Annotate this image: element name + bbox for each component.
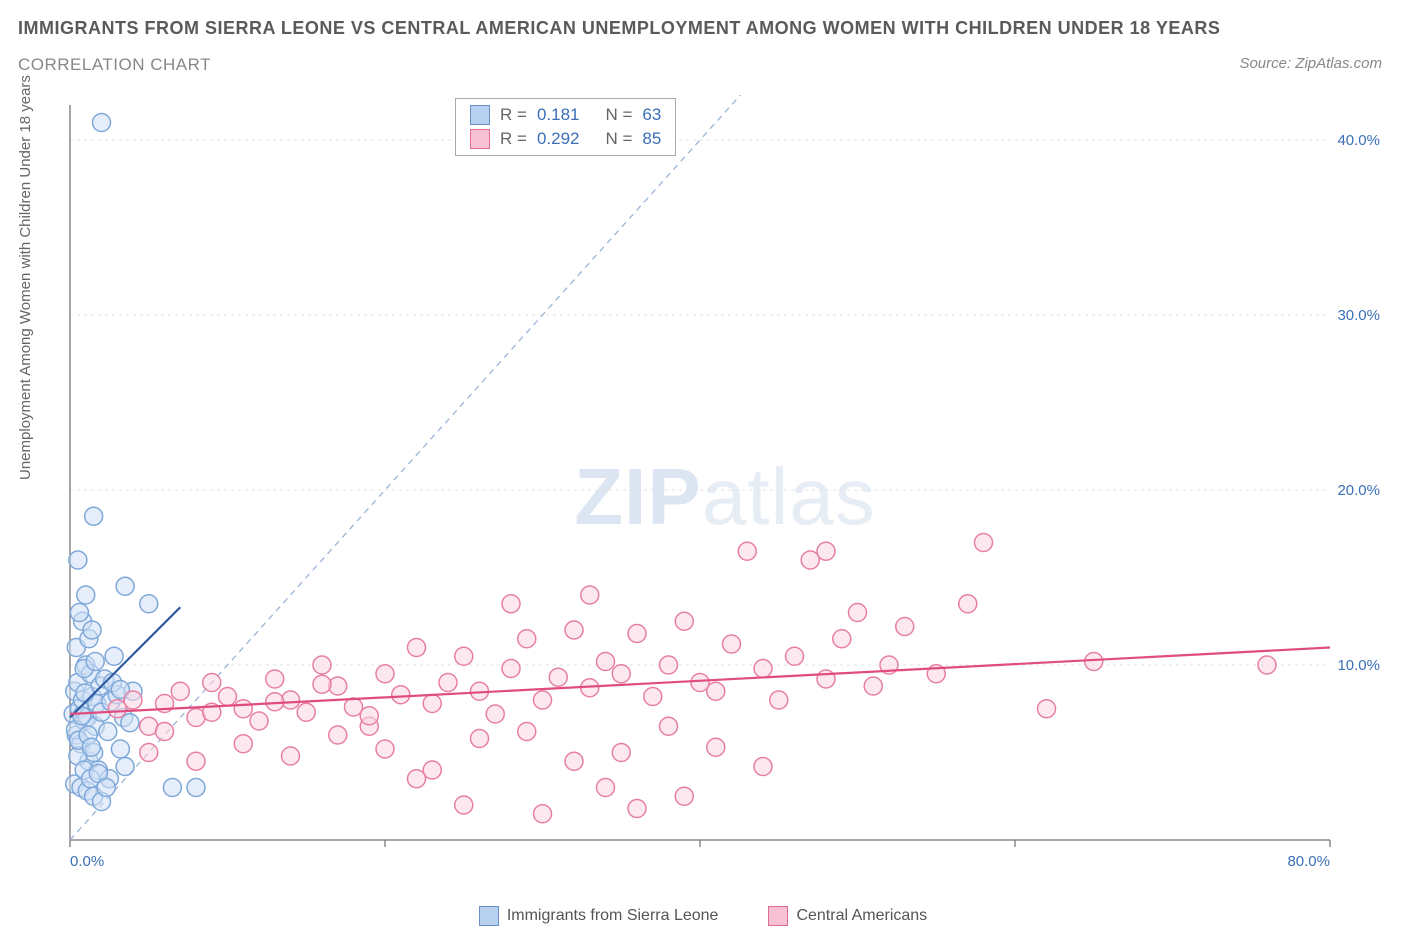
r-label: R = (500, 105, 527, 125)
series-legend: Immigrants from Sierra Leone Central Ame… (0, 906, 1406, 926)
svg-text:0.0%: 0.0% (70, 853, 104, 870)
y-axis-label: Unemployment Among Women with Children U… (17, 75, 34, 480)
chart-area: ZIPatlas 10.0%20.0%30.0%40.0%0.0%80.0% (60, 95, 1390, 880)
svg-text:30.0%: 30.0% (1337, 307, 1380, 324)
stats-row: R = 0.181 N = 63 (456, 103, 675, 127)
series-swatch (470, 129, 490, 149)
n-label: N = (605, 105, 632, 125)
chart-title: IMMIGRANTS FROM SIERRA LEONE VS CENTRAL … (18, 18, 1220, 39)
legend-label: Central Americans (796, 907, 927, 925)
series-swatch (470, 105, 490, 125)
legend-label: Immigrants from Sierra Leone (507, 907, 719, 925)
r-label: R = (500, 129, 527, 149)
svg-text:20.0%: 20.0% (1337, 482, 1380, 499)
chart-subtitle: CORRELATION CHART (18, 55, 211, 75)
legend-item: Immigrants from Sierra Leone (479, 906, 719, 926)
svg-text:80.0%: 80.0% (1287, 853, 1330, 870)
svg-text:10.0%: 10.0% (1337, 657, 1380, 674)
n-value: 63 (642, 105, 661, 125)
legend-swatch (479, 906, 499, 926)
scatter-plot: 10.0% 20.0% 30.0% 40.0% 0.0% 80.0% (60, 95, 1390, 880)
stats-box: R = 0.181 N = 63 R = 0.292 N = 85 (455, 98, 676, 156)
stats-row: R = 0.292 N = 85 (456, 127, 675, 151)
legend-item: Central Americans (768, 906, 927, 926)
legend-swatch (768, 906, 788, 926)
svg-text:40.0%: 40.0% (1337, 132, 1380, 149)
r-value: 0.292 (537, 129, 580, 149)
n-value: 85 (642, 129, 661, 149)
r-value: 0.181 (537, 105, 580, 125)
source-label: Source: ZipAtlas.com (1239, 55, 1382, 72)
n-label: N = (605, 129, 632, 149)
